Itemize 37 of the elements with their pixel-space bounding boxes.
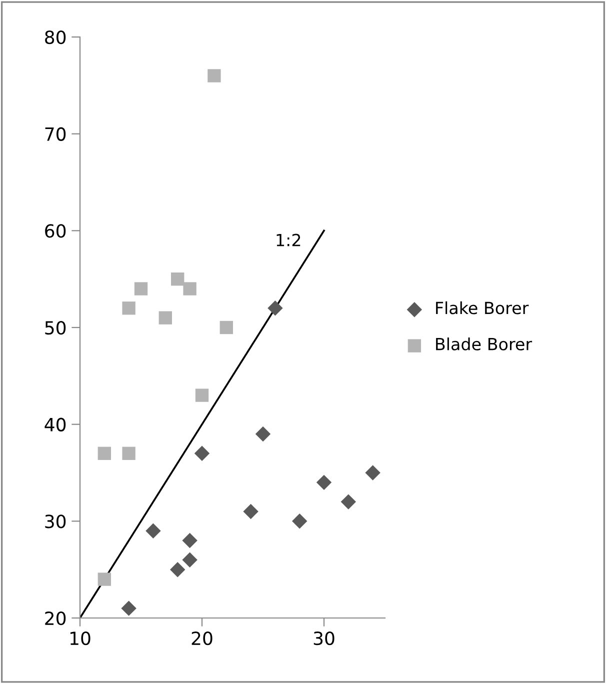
point bbox=[170, 562, 186, 578]
point bbox=[255, 426, 271, 442]
y-tick-label: 50 bbox=[45, 320, 66, 335]
y-tick-label: 40 bbox=[44, 418, 66, 432]
y-tick-label: 30 bbox=[45, 514, 66, 528]
y-tick-label: 80 bbox=[45, 30, 66, 44]
point bbox=[121, 600, 136, 616]
point bbox=[122, 302, 136, 315]
x-tick-label: 20 bbox=[192, 632, 212, 646]
point bbox=[122, 446, 136, 460]
x-tick-label: 30 bbox=[314, 632, 334, 646]
point bbox=[98, 446, 111, 460]
y-tick-label: 70 bbox=[45, 127, 66, 141]
point bbox=[340, 494, 356, 510]
point bbox=[292, 514, 308, 529]
annotation: 1:2 bbox=[276, 234, 300, 246]
point bbox=[182, 532, 198, 548]
x-tick-label: 10 bbox=[70, 632, 90, 646]
point bbox=[195, 388, 209, 402]
y-tick-label: 60 bbox=[45, 224, 66, 238]
point bbox=[182, 552, 198, 568]
point bbox=[208, 69, 221, 82]
point bbox=[146, 523, 161, 538]
point bbox=[158, 311, 172, 324]
point bbox=[220, 320, 233, 334]
point bbox=[194, 446, 210, 461]
point bbox=[316, 474, 332, 490]
point bbox=[243, 504, 258, 520]
point bbox=[98, 572, 111, 586]
point bbox=[183, 282, 196, 296]
legend-label: Blade Borer bbox=[436, 338, 532, 350]
legend-label: Flake Borer bbox=[436, 301, 529, 314]
point bbox=[365, 465, 380, 480]
point bbox=[171, 272, 184, 286]
point bbox=[134, 282, 148, 296]
point bbox=[268, 300, 283, 316]
y-tick-label: 20 bbox=[45, 611, 66, 626]
